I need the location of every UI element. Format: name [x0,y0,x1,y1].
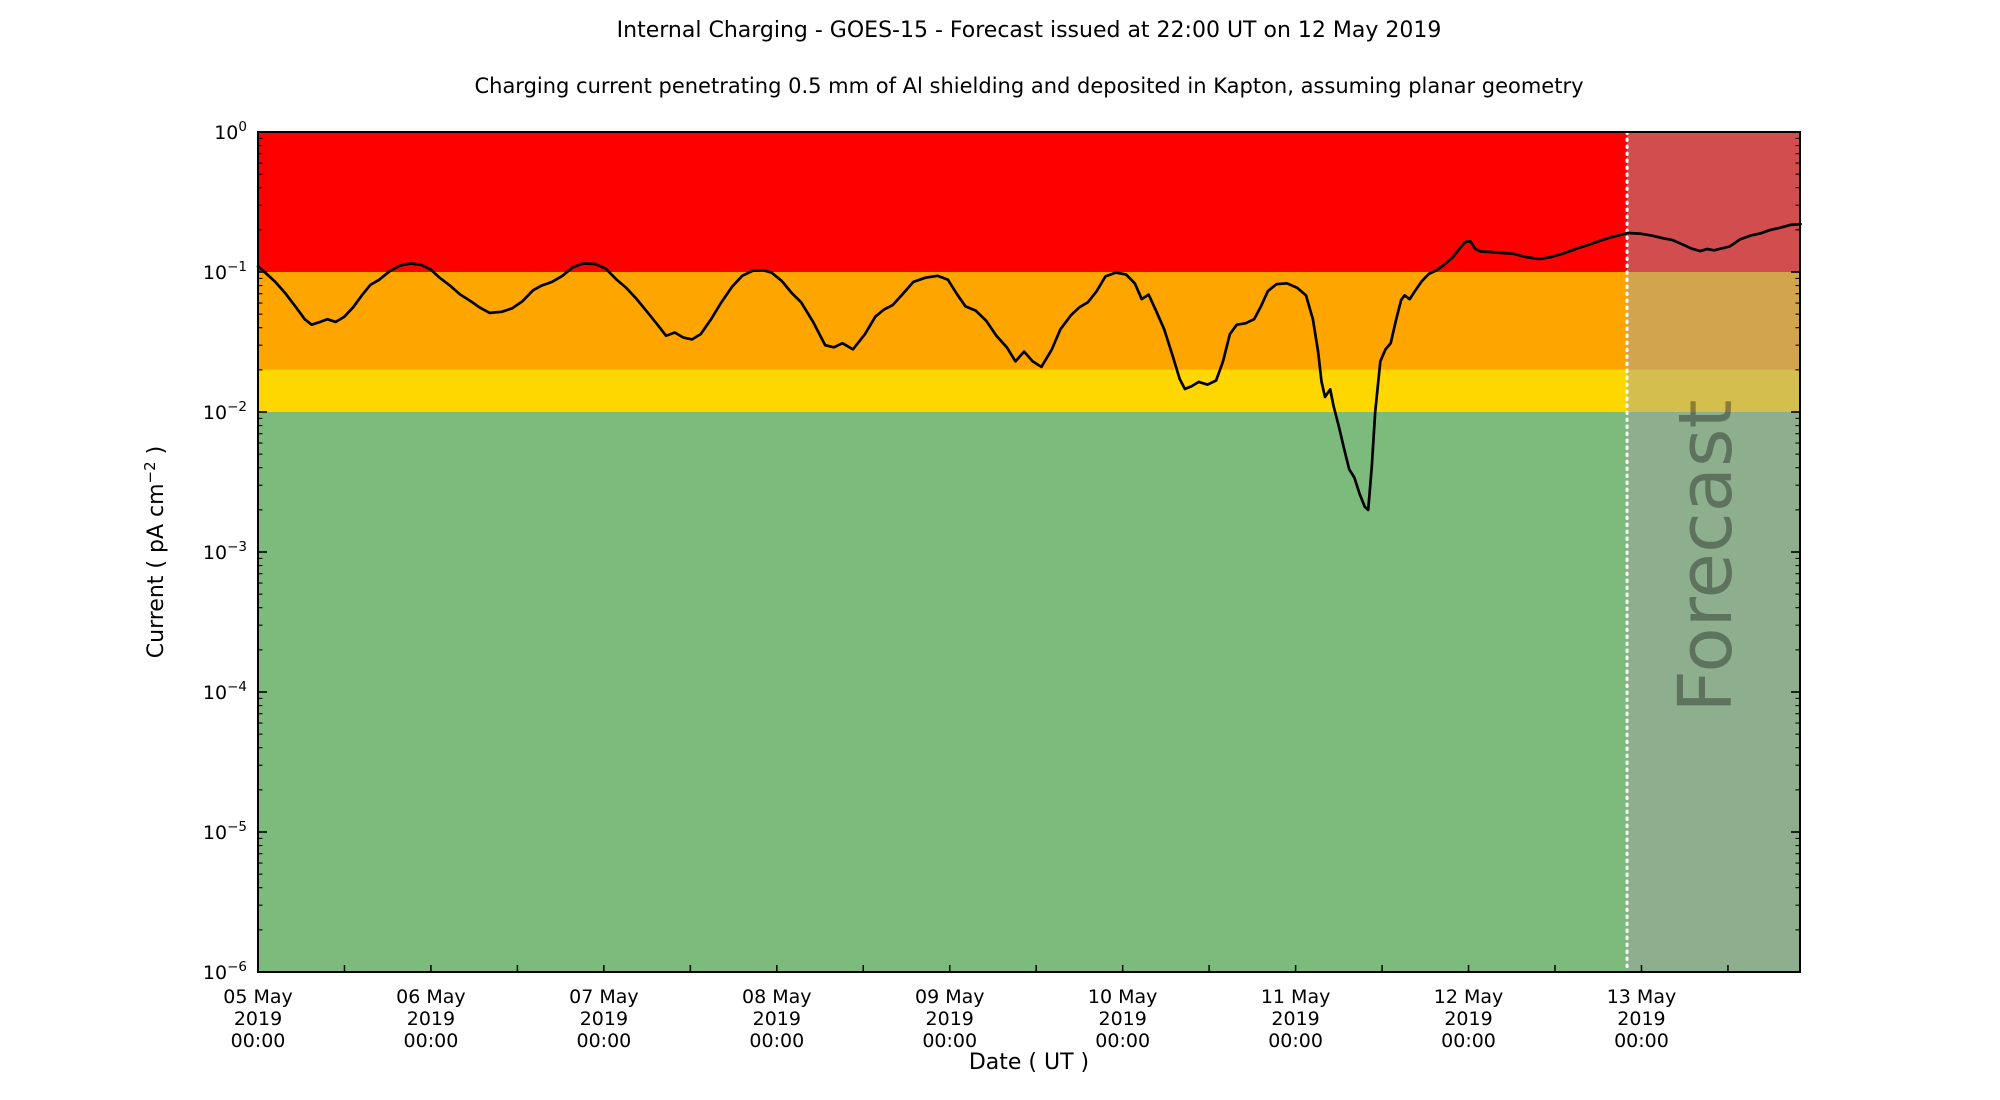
x-tick-label: 12 May [1434,986,1504,1008]
y-tick-label: 10−4 [203,679,247,704]
forecast-overlay [1627,132,1800,972]
band-green [258,412,1800,972]
risk-bands [258,132,1800,972]
x-tick-label: 00:00 [1268,1030,1323,1052]
y-tick-label: 10−2 [203,399,247,424]
x-tick-label: 2019 [234,1008,282,1030]
x-tick-label: 2019 [407,1008,455,1030]
data-series-line [256,222,1802,512]
chart-subtitle: Charging current penetrating 0.5 mm of A… [474,74,1584,98]
forecast-watermark: Forecast [1663,399,1749,712]
chart-title: Internal Charging - GOES-15 - Forecast i… [616,18,1442,43]
y-tick-label: 10−6 [203,959,247,984]
x-tick-label: 00:00 [1095,1030,1150,1052]
x-tick-label: 2019 [1617,1008,1665,1030]
x-tick-label: 06 May [396,986,466,1008]
x-tick-label: 00:00 [1614,1030,1669,1052]
x-axis-label: Date ( UT ) [969,1050,1089,1075]
x-tick-label: 00:00 [231,1030,286,1052]
x-tick-label: 2019 [1271,1008,1319,1030]
band-orange [258,272,1800,370]
y-axis-label: Current ( pA cm−2 ) [141,446,169,658]
x-tick-label: 00:00 [576,1030,631,1052]
x-tick-label: 05 May [223,986,293,1008]
x-tick-label: 13 May [1607,986,1677,1008]
y-tick-label: 100 [214,119,247,144]
y-tick-labels: 100 10−1 10−2 10−3 10−4 10−5 10−6 [203,119,247,984]
x-tick-label: 00:00 [1441,1030,1496,1052]
y-tick-label: 10−3 [203,539,247,564]
x-tick-label: 2019 [1444,1008,1492,1030]
x-tick-label: 00:00 [922,1030,977,1052]
y-axis-ticks [258,131,1800,973]
band-red [258,132,1800,272]
y-tick-label: 10−5 [203,819,247,844]
x-tick-label: 2019 [753,1008,801,1030]
band-yellow [258,369,1800,412]
y-tick-label: 10−1 [203,259,247,284]
x-tick-label: 11 May [1261,986,1331,1008]
x-tick-label: 00:00 [404,1030,459,1052]
x-tick-label: 07 May [569,986,639,1008]
x-tick-label: 09 May [915,986,985,1008]
x-tick-label: 2019 [926,1008,974,1030]
x-tick-label: 2019 [580,1008,628,1030]
x-tick-label: 00:00 [749,1030,804,1052]
x-axis-ticks [257,965,1729,972]
x-tick-label: 2019 [1098,1008,1146,1030]
x-tick-label: 08 May [742,986,812,1008]
x-tick-label: 10 May [1088,986,1158,1008]
